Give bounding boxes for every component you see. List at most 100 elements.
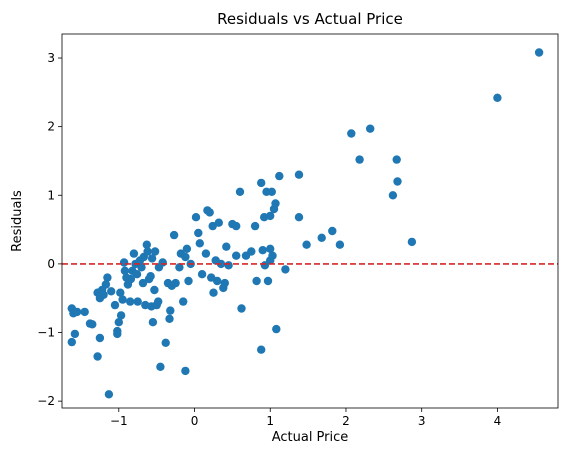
data-point-66 (181, 367, 189, 375)
data-point-68 (183, 245, 191, 253)
data-point-112 (275, 172, 283, 180)
data-point-95 (247, 247, 255, 255)
data-point-30 (126, 297, 134, 305)
data-point-120 (336, 241, 344, 249)
y-axis-title: Residuals (10, 190, 25, 252)
data-point-90 (232, 252, 240, 260)
data-point-36 (134, 297, 142, 305)
data-point-77 (206, 208, 214, 216)
data-point-19 (111, 301, 119, 309)
data-point-18 (107, 287, 115, 295)
data-point-59 (166, 306, 174, 314)
data-point-10 (96, 334, 104, 342)
data-point-62 (171, 279, 179, 287)
data-point-49 (150, 286, 158, 294)
data-point-118 (318, 234, 326, 242)
data-point-50 (151, 247, 159, 255)
data-point-45 (146, 272, 154, 280)
data-point-122 (355, 155, 363, 163)
data-point-25 (118, 295, 126, 303)
data-point-107 (268, 188, 276, 196)
data-point-67 (181, 253, 189, 261)
x-tick-label: 1 (266, 414, 274, 428)
data-point-9 (93, 352, 101, 360)
data-point-43 (143, 247, 151, 255)
data-point-48 (149, 318, 157, 326)
data-point-116 (295, 213, 303, 221)
data-point-26 (120, 258, 128, 266)
data-point-126 (393, 177, 401, 185)
data-point-21 (113, 330, 121, 338)
data-point-82 (213, 277, 221, 285)
x-tick-label: 0 (191, 414, 199, 428)
data-point-65 (179, 297, 187, 305)
data-point-98 (257, 179, 265, 187)
data-point-56 (162, 339, 170, 347)
data-point-61 (170, 231, 178, 239)
data-point-124 (389, 191, 397, 199)
data-point-17 (105, 390, 113, 398)
data-point-80 (209, 289, 217, 297)
data-point-110 (271, 199, 279, 207)
data-point-92 (236, 188, 244, 196)
y-tick-label: 1 (47, 188, 55, 202)
x-tick-label: 2 (342, 414, 350, 428)
data-point-83 (215, 219, 223, 227)
data-point-35 (133, 270, 141, 278)
data-point-99 (259, 246, 267, 254)
data-point-121 (347, 129, 355, 137)
x-tick-label: 3 (418, 414, 426, 428)
data-point-114 (257, 346, 265, 354)
data-point-123 (366, 125, 374, 133)
data-point-96 (251, 222, 259, 230)
data-point-93 (237, 304, 245, 312)
data-point-24 (117, 311, 125, 319)
data-point-129 (535, 48, 543, 56)
data-point-15 (102, 280, 110, 288)
data-point-6 (81, 308, 89, 316)
data-point-71 (192, 213, 200, 221)
data-point-97 (252, 277, 260, 285)
data-point-8 (88, 320, 96, 328)
y-tick-label: 2 (47, 120, 55, 134)
data-point-86 (221, 279, 229, 287)
x-tick-label: 4 (494, 414, 502, 428)
data-point-127 (408, 238, 416, 246)
chart-title: Residuals vs Actual Price (217, 10, 403, 28)
y-tick-label: 0 (47, 257, 55, 271)
data-point-88 (224, 261, 232, 269)
data-point-117 (302, 241, 310, 249)
data-point-72 (194, 229, 202, 237)
data-point-5 (73, 308, 81, 316)
data-point-3 (71, 330, 79, 338)
x-tick-label: −1 (110, 414, 128, 428)
data-point-16 (103, 273, 111, 281)
data-point-125 (393, 155, 401, 163)
data-point-14 (99, 291, 107, 299)
data-point-58 (165, 315, 173, 323)
data-point-113 (281, 265, 289, 273)
data-point-52 (154, 297, 162, 305)
data-point-75 (202, 249, 210, 257)
data-point-103 (264, 277, 272, 285)
data-point-54 (156, 363, 164, 371)
y-tick-label: 3 (47, 51, 55, 65)
data-point-119 (328, 227, 336, 235)
data-point-108 (268, 252, 276, 260)
y-tick-label: −2 (37, 394, 55, 408)
x-axis-title: Actual Price (272, 430, 349, 445)
data-point-87 (222, 243, 230, 251)
data-point-33 (130, 249, 138, 257)
data-point-111 (272, 325, 280, 333)
data-point-115 (295, 171, 303, 179)
data-point-4 (68, 338, 76, 346)
data-point-73 (196, 239, 204, 247)
data-point-74 (198, 270, 206, 278)
y-tick-label: −1 (37, 326, 55, 340)
data-point-55 (159, 258, 167, 266)
data-point-91 (232, 222, 240, 230)
data-point-69 (184, 277, 192, 285)
data-point-128 (493, 94, 501, 102)
